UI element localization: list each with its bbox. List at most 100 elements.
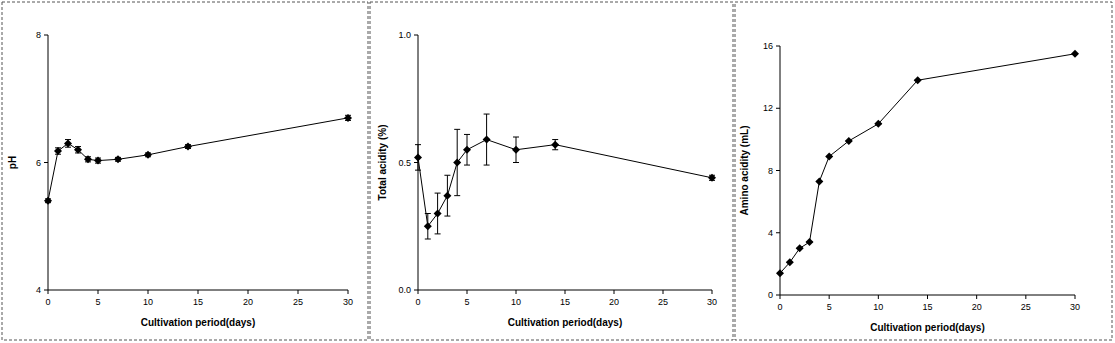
error-bar bbox=[444, 175, 450, 216]
y-tick bbox=[44, 290, 48, 291]
marker bbox=[914, 76, 922, 84]
error-cap bbox=[415, 170, 421, 171]
x-tick-label: 10 bbox=[873, 302, 883, 312]
error-cap bbox=[513, 162, 519, 163]
error-cap bbox=[444, 175, 450, 176]
x-tick-label: 15 bbox=[560, 297, 570, 307]
error-cap bbox=[552, 139, 558, 140]
x-tick bbox=[48, 290, 49, 294]
marker bbox=[84, 155, 92, 163]
y-tick bbox=[414, 290, 418, 291]
y-tick bbox=[776, 46, 780, 47]
marker bbox=[44, 197, 52, 205]
y-tick bbox=[414, 35, 418, 36]
x-tick-label: 5 bbox=[827, 302, 832, 312]
x-tick-label: 30 bbox=[1070, 302, 1080, 312]
marker bbox=[64, 139, 72, 147]
x-tick-label: 5 bbox=[464, 297, 469, 307]
marker bbox=[776, 269, 784, 277]
error-bar bbox=[484, 114, 490, 165]
line bbox=[418, 140, 712, 227]
y-axis-label: Amino acidity (mL) bbox=[739, 125, 750, 215]
marker bbox=[512, 146, 520, 154]
x-tick bbox=[98, 290, 99, 294]
y-tick-label: 8 bbox=[36, 30, 41, 40]
error-bar bbox=[55, 148, 61, 154]
error-bar bbox=[425, 214, 431, 240]
x-tick bbox=[148, 290, 149, 294]
error-cap bbox=[425, 213, 431, 214]
marker bbox=[144, 151, 152, 159]
error-cap bbox=[464, 134, 470, 135]
x-tick-label: 0 bbox=[777, 302, 782, 312]
y-tick-label: 16 bbox=[763, 41, 773, 51]
x-axis-label: Cultivation period(days) bbox=[508, 317, 622, 328]
y-tick-label: 4 bbox=[768, 228, 773, 238]
panel-border bbox=[2, 2, 368, 340]
marker bbox=[708, 174, 716, 182]
error-cap bbox=[484, 165, 490, 166]
x-tick-label: 20 bbox=[243, 297, 253, 307]
y-tick bbox=[776, 170, 780, 171]
x-tick bbox=[712, 290, 713, 294]
error-bar bbox=[552, 140, 558, 150]
x-tick-label: 25 bbox=[658, 297, 668, 307]
error-bar bbox=[65, 140, 71, 148]
x-tick bbox=[248, 290, 249, 294]
marker bbox=[551, 141, 559, 149]
y-tick-label: 12 bbox=[763, 103, 773, 113]
marker bbox=[453, 159, 461, 167]
x-tick bbox=[467, 290, 468, 294]
data-group bbox=[44, 114, 352, 205]
y-tick-label: 0.5 bbox=[398, 158, 411, 168]
data-group bbox=[776, 50, 1079, 277]
marker bbox=[815, 177, 823, 185]
data-group bbox=[414, 114, 716, 239]
error-bar bbox=[415, 145, 421, 171]
y-axis-label: Total acidity (%) bbox=[377, 125, 388, 201]
x-axis-label: Cultivation period(days) bbox=[141, 317, 255, 328]
x-tick-label: 15 bbox=[922, 302, 932, 312]
x-tick-label: 0 bbox=[45, 297, 50, 307]
panel: 0510152025300.00.51.0Cultivation period(… bbox=[370, 2, 733, 340]
marker bbox=[344, 114, 352, 122]
marker bbox=[94, 157, 102, 165]
marker bbox=[414, 153, 422, 161]
y-axis bbox=[418, 35, 419, 290]
marker bbox=[434, 210, 442, 218]
x-tick bbox=[1075, 295, 1076, 299]
x-tick-label: 30 bbox=[707, 297, 717, 307]
x-tick-label: 5 bbox=[95, 297, 100, 307]
marker bbox=[114, 155, 122, 163]
x-tick-label: 20 bbox=[609, 297, 619, 307]
y-tick bbox=[776, 108, 780, 109]
panel-border bbox=[370, 2, 733, 340]
marker bbox=[424, 222, 432, 230]
error-bar bbox=[513, 137, 519, 163]
marker bbox=[1071, 50, 1079, 58]
x-tick bbox=[348, 290, 349, 294]
x-tick bbox=[298, 290, 299, 294]
x-tick bbox=[614, 290, 615, 294]
y-tick bbox=[44, 162, 48, 163]
y-tick bbox=[776, 295, 780, 296]
error-cap bbox=[435, 233, 441, 234]
error-cap bbox=[415, 144, 421, 145]
x-tick-label: 25 bbox=[1021, 302, 1031, 312]
x-tick bbox=[1025, 295, 1026, 299]
error-bar bbox=[464, 134, 470, 165]
x-tick-label: 30 bbox=[343, 297, 353, 307]
error-cap bbox=[484, 114, 490, 115]
x-tick bbox=[976, 295, 977, 299]
x-tick-label: 10 bbox=[143, 297, 153, 307]
x-tick bbox=[878, 295, 879, 299]
y-tick-label: 1.0 bbox=[398, 30, 411, 40]
x-tick-label: 0 bbox=[415, 297, 420, 307]
x-tick bbox=[418, 290, 419, 294]
x-tick bbox=[663, 290, 664, 294]
marker bbox=[825, 152, 833, 160]
line bbox=[48, 118, 348, 201]
error-cap bbox=[435, 193, 441, 194]
marker bbox=[796, 244, 804, 252]
panel: 0510152025300481216Cultivation period(da… bbox=[735, 2, 1112, 340]
